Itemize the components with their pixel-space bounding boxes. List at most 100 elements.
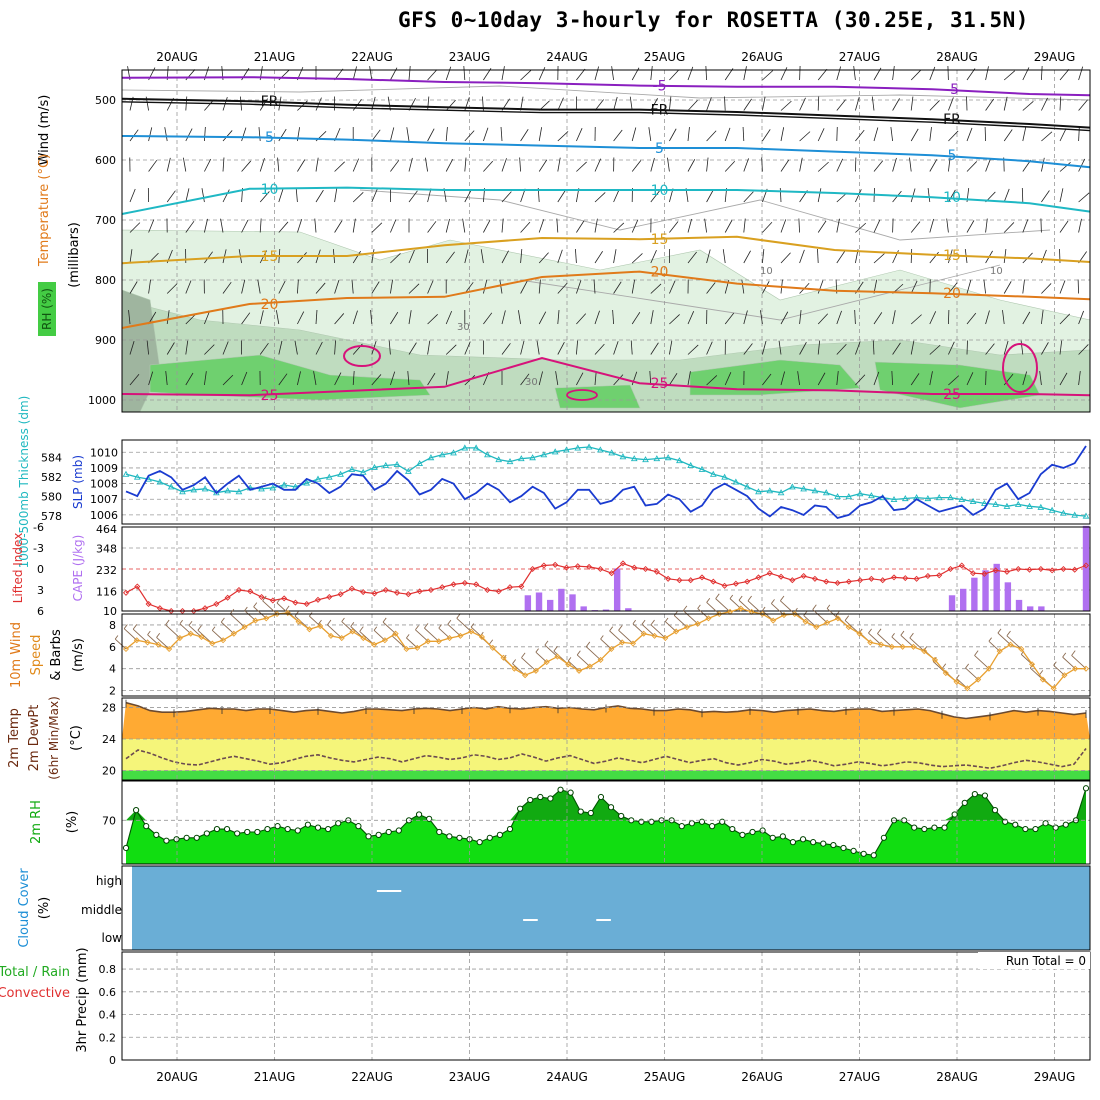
upper-wind-barb — [1078, 126, 1080, 142]
surface-wind-barb-flag — [1071, 650, 1076, 656]
wind-speed-marker — [295, 618, 302, 625]
surface-wind-barb-flag — [317, 619, 322, 625]
cape-bar — [1038, 606, 1045, 611]
wind-speed-marker — [284, 609, 291, 616]
surface-wind-barb — [391, 635, 407, 650]
cape-bar — [558, 588, 565, 611]
upper-wind-barb — [222, 157, 225, 172]
upper-wind-barb — [315, 310, 318, 325]
upper-wind-barb — [780, 219, 787, 233]
upper-wind-barb — [706, 249, 711, 264]
rh2m-high-area-fill — [126, 788, 1086, 821]
rh2m-marker — [688, 820, 695, 827]
surface-wind-barb-flag — [650, 619, 655, 626]
upper-wind-barb — [259, 342, 269, 355]
upper-wind-barb — [892, 342, 901, 355]
thickness-marker — [732, 478, 740, 485]
cape-bar — [960, 588, 967, 611]
upper-wind-barb — [445, 251, 455, 264]
upper-wind-barb — [501, 343, 511, 355]
date-tick-label-bottom: 23AUG — [449, 1070, 491, 1084]
upper-wind-barb — [797, 371, 800, 386]
upper-wind-barb — [873, 312, 883, 325]
cape-tick-label: 116 — [96, 585, 117, 598]
thickness-marker — [325, 473, 333, 480]
upper-wind-barb — [1078, 192, 1090, 203]
upper-wind-barb — [480, 249, 484, 264]
upper-wind-barb — [836, 218, 840, 233]
surface-wind-barb-flag — [844, 615, 850, 621]
upper-wind-barb — [408, 249, 415, 264]
surface-wind-barb — [812, 609, 828, 624]
thickness-marker — [845, 493, 853, 500]
upper-wind-barb — [204, 344, 215, 355]
surface-wind-barb — [415, 629, 429, 642]
surface-wind-barb-flag — [341, 617, 345, 622]
wind-speed-marker — [1082, 665, 1090, 672]
upper-wind-barb — [278, 188, 284, 203]
surface-wind-barb-flag — [877, 628, 882, 634]
surface-wind-barb — [803, 615, 817, 628]
cape-bar — [1015, 599, 1023, 611]
upper-wind-barb — [910, 280, 918, 294]
rh-contour-line — [121, 85, 1091, 101]
surface-wind-barb — [729, 598, 742, 609]
isotherm-7 — [121, 356, 1091, 397]
surface-wind-barb-flag — [941, 663, 947, 669]
surface-wind-barb-flag — [794, 607, 798, 613]
surface-wind-barb-flag — [812, 604, 817, 610]
wind-speed-marker — [424, 638, 432, 645]
date-tick-label-top: 20AUG — [156, 50, 198, 64]
upper-wind-barb — [557, 282, 568, 294]
upper-wind-barb — [836, 371, 839, 386]
upper-wind-barb — [985, 98, 994, 111]
upper-wind-barb — [669, 69, 680, 81]
upper-wind-barb — [929, 66, 936, 81]
upper-wind-barb — [334, 220, 343, 233]
surface-wind-barb — [609, 630, 623, 643]
upper-wind-barb — [445, 158, 454, 172]
upper-wind-barb — [892, 310, 896, 325]
lifted-index-marker — [292, 599, 299, 606]
wind-speed-marker — [996, 648, 1003, 655]
upper-wind-barb — [483, 279, 488, 294]
upper-wind-barb — [278, 340, 283, 355]
upper-wind-barb — [836, 66, 842, 81]
surface-wind-barb-flag — [997, 628, 1002, 634]
upper-wind-barb — [129, 281, 138, 294]
lifted-index-marker — [213, 600, 220, 608]
wind-speed-marker — [511, 665, 518, 672]
upper-wind-barb — [166, 310, 170, 325]
upper-wind-barb — [297, 219, 303, 233]
upper-wind-barb — [649, 371, 652, 386]
wind-speed-marker — [1029, 661, 1036, 668]
lifted-index-marker — [970, 570, 977, 577]
upper-wind-barb — [594, 158, 602, 172]
surface-wind-barb-flag — [156, 632, 161, 638]
upper-wind-barb — [501, 250, 509, 264]
upper-wind-barb — [1059, 372, 1068, 386]
rh2m-marker — [143, 823, 150, 830]
surface-wind-barb — [697, 608, 709, 619]
upper-wind-barb — [334, 340, 336, 355]
upper-wind-barb — [557, 190, 566, 203]
upper-wind-barb — [520, 129, 529, 142]
upper-wind-barb — [724, 220, 733, 233]
surface-wind-barb-flag — [1053, 661, 1057, 666]
upper-wind-barb — [1003, 96, 1008, 111]
lifted-index-marker — [1037, 565, 1044, 573]
upper-wind-barb — [1003, 281, 1012, 294]
thickness-marker — [416, 459, 424, 467]
upper-wind-barb — [613, 96, 618, 111]
upper-wind-barb — [855, 222, 867, 233]
upper-wind-barb — [408, 157, 413, 172]
upper-wind-barb — [1078, 310, 1084, 325]
upper-wind-barb — [520, 280, 528, 294]
lifted-index-marker — [653, 568, 660, 575]
lifted-index-marker — [981, 570, 988, 577]
thickness-marker — [224, 487, 232, 494]
upper-wind-barb — [613, 341, 619, 355]
slp-axis-label: SLP (mb) — [71, 455, 85, 509]
upper-wind-barb — [836, 251, 845, 264]
lifted-index-marker — [518, 583, 525, 590]
